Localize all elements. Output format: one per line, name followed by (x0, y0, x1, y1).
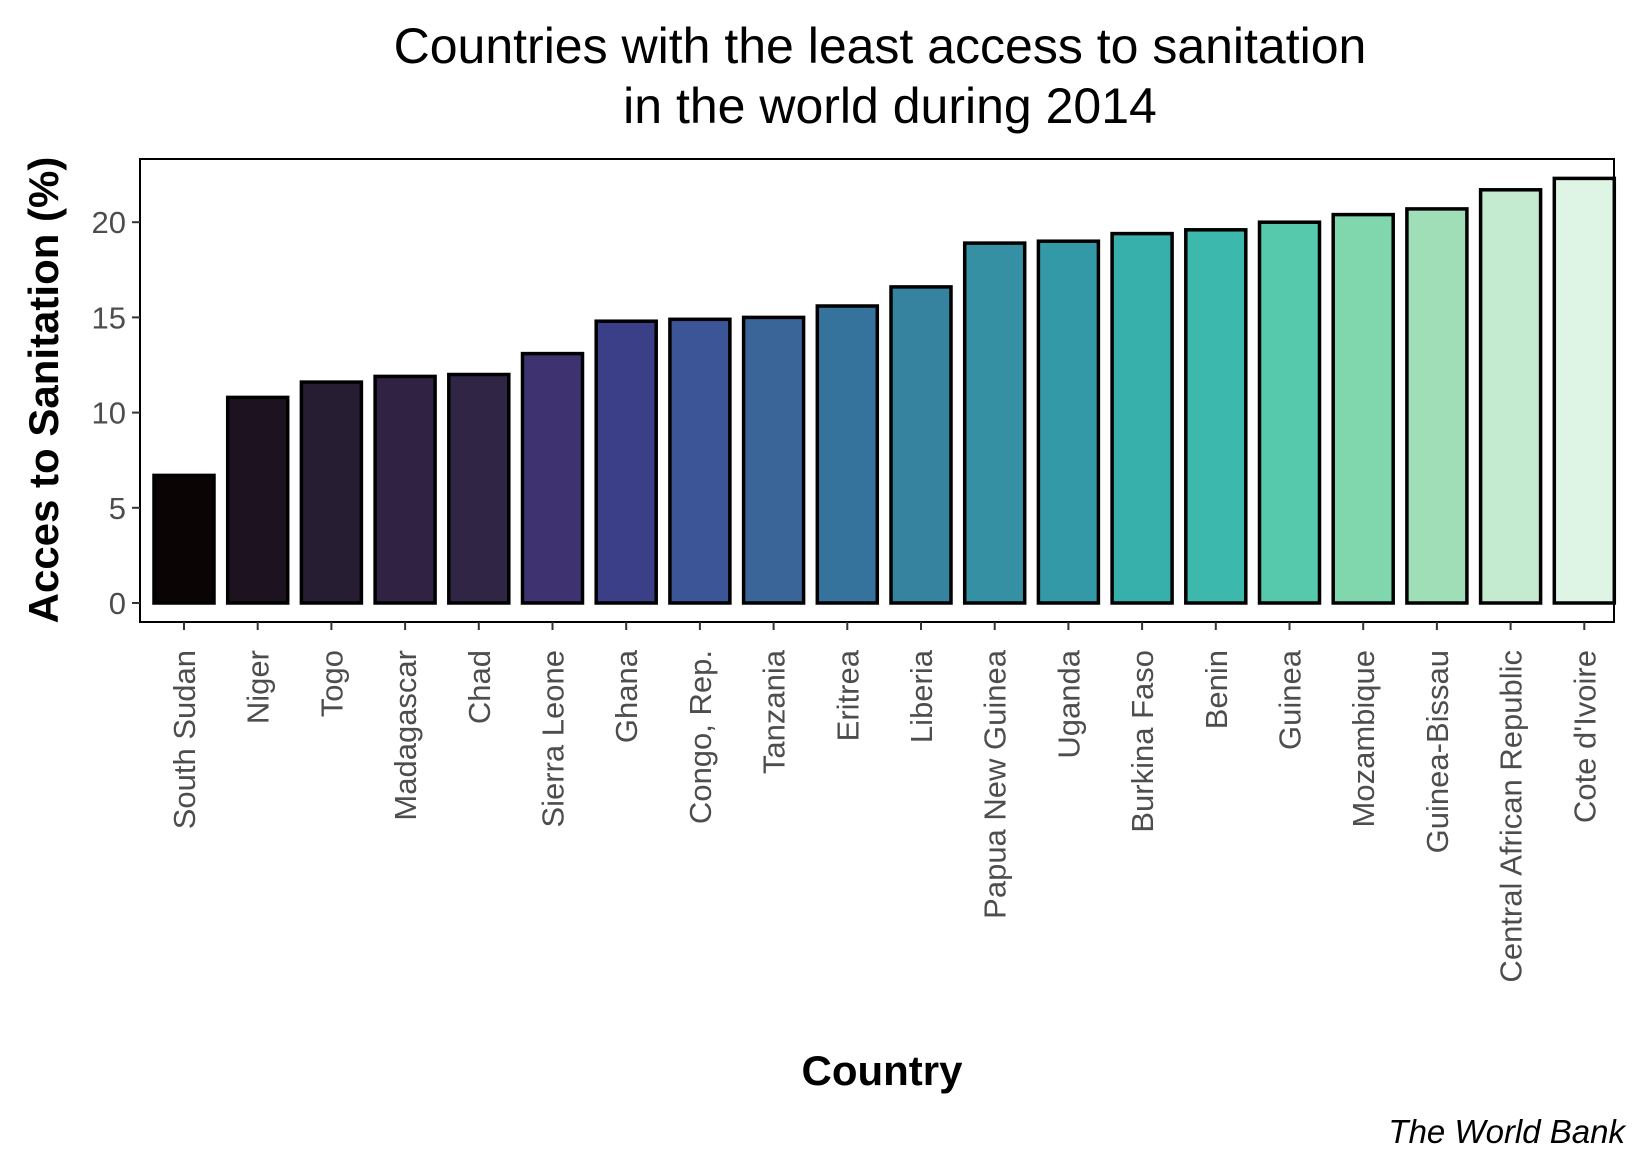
x-tick-label: Liberia (904, 649, 939, 743)
bar-south-sudan (152, 473, 216, 605)
y-tick-label: 0 (109, 586, 126, 621)
x-tick-label: Papua New Guinea (978, 649, 1013, 919)
x-tick-label: Burkina Faso (1125, 650, 1160, 833)
x-tick-label: Guinea (1273, 649, 1308, 750)
x-tick-label: Cote d'Ivoire (1567, 650, 1602, 823)
bar-eritrea (815, 304, 880, 605)
y-axis-title: Acces to Sanitation (%) (20, 157, 67, 624)
x-tick-label: Ghana (609, 649, 644, 743)
bar-congo-rep- (668, 317, 732, 605)
chart-title-line-1: Countries with the least access to sanit… (394, 18, 1367, 74)
y-tick-label: 5 (109, 491, 126, 526)
x-tick-label: Guinea-Bissau (1420, 650, 1455, 853)
bar-uganda (1036, 239, 1101, 605)
y-tick-label: 20 (92, 205, 126, 240)
x-tick-label: Congo, Rep. (683, 650, 718, 824)
x-tick-label: Eritrea (830, 649, 865, 741)
bar-papua-new-guinea (962, 241, 1027, 605)
chart-caption: The World Bank (1388, 1113, 1626, 1150)
bar-togo (299, 380, 364, 605)
bar-tanzania (741, 315, 806, 605)
bar-mozambique (1331, 212, 1395, 605)
y-tick-label: 10 (92, 396, 126, 431)
bar-guinea-bissau (1405, 207, 1469, 605)
bars (152, 176, 1617, 605)
x-tick-label: Niger (241, 650, 276, 724)
bar-burkina-faso (1110, 231, 1174, 605)
x-tick-label: Sierra Leone (536, 650, 571, 828)
bar-guinea (1257, 220, 1322, 605)
bar-ghana (594, 319, 658, 605)
x-tick-label: Madagascar (388, 650, 423, 821)
x-axis-ticks: South Sudan Niger Togo Madagascar Chad Sierra… (167, 622, 1602, 983)
bar-central-african-republic (1478, 188, 1543, 605)
x-tick-label: South Sudan (167, 650, 202, 829)
bar-cote-d-ivoire (1552, 176, 1617, 605)
bar-madagascar (373, 374, 437, 605)
x-tick-label: Uganda (1051, 649, 1086, 758)
x-tick-label: Mozambique (1346, 650, 1381, 827)
bar-benin (1184, 228, 1248, 605)
y-tick-label: 15 (92, 300, 126, 335)
bar-chad (447, 372, 511, 605)
x-tick-label: Central African Republic (1494, 650, 1529, 983)
y-axis-ticks: 0 5 10 15 20 (92, 205, 140, 621)
x-tick-label: Chad (462, 650, 497, 724)
chart-title-line-2: in the world during 2014 (623, 78, 1157, 134)
bar-liberia (889, 285, 953, 605)
bar-niger (225, 395, 290, 605)
bar-sierra-leone (520, 351, 585, 605)
x-axis-title: Country (802, 1047, 964, 1094)
x-tick-label: Tanzania (757, 649, 792, 774)
x-tick-label: Benin (1199, 650, 1234, 729)
x-tick-label: Togo (314, 650, 349, 717)
